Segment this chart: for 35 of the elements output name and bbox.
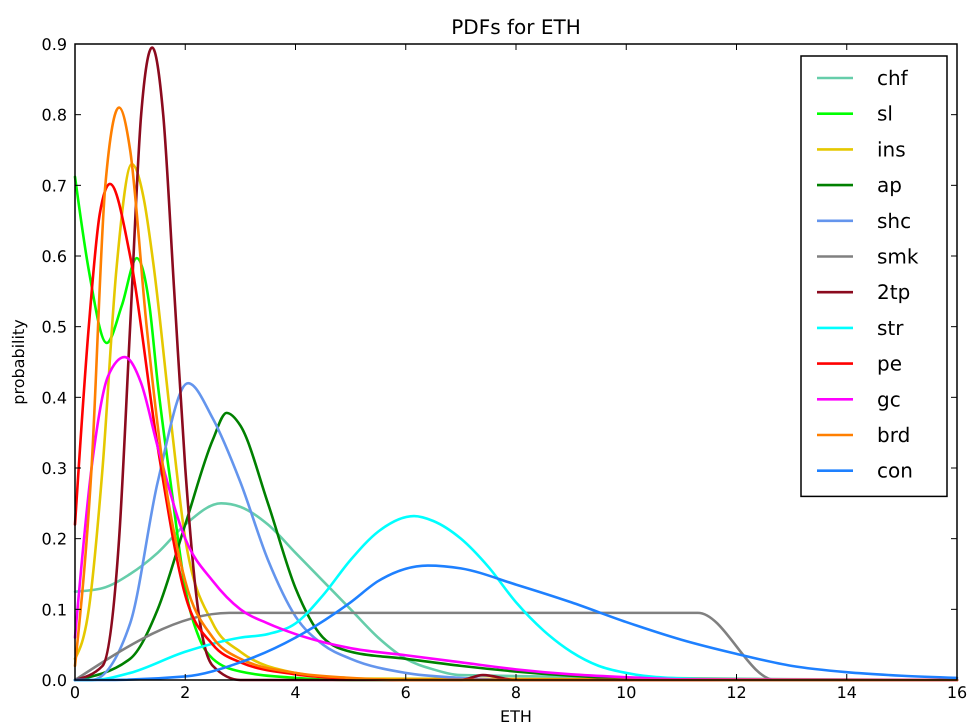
y-tick-label: 0.5 (42, 318, 67, 337)
legend-label: 2tp (877, 280, 910, 304)
legend-label: str (877, 316, 904, 340)
legend-label: con (877, 458, 913, 483)
x-axis-title: ETH (500, 707, 532, 726)
legend-label: pe (877, 352, 902, 376)
legend-label: chf (877, 66, 909, 90)
y-tick-label: 0.3 (42, 459, 67, 478)
y-tick-label: 0.9 (42, 35, 67, 54)
legend-label: gc (877, 387, 901, 412)
y-tick-label: 0.4 (42, 388, 67, 408)
x-tick-label: 12 (726, 683, 747, 702)
legend-label: sl (877, 102, 893, 126)
y-axis-title: probability (9, 319, 28, 405)
line-series (74, 564, 958, 682)
x-tick-label: 16 (946, 683, 968, 702)
y-tick-label: 0.7 (42, 176, 67, 196)
x-tick-label: 0 (70, 683, 80, 702)
legend-label: ins (877, 137, 906, 162)
y-tick-label: 0.0 (42, 671, 67, 690)
legend-label: ap (877, 173, 902, 198)
x-tick-label: 6 (400, 683, 411, 702)
x-tick-label: 8 (510, 683, 522, 702)
legend-label: smk (877, 244, 919, 268)
y-tick-label: 0.1 (42, 600, 67, 620)
x-tick-label: 10 (616, 683, 636, 702)
y-tick-label: 0.8 (42, 106, 67, 125)
y-tick-label: 0.6 (42, 247, 67, 266)
x-tick-label: 4 (290, 683, 301, 702)
legend-label: brd (877, 423, 910, 447)
x-tick-label: 14 (836, 683, 857, 702)
y-tick-label: 0.2 (42, 530, 67, 549)
chart-title: PDFs for ETH (451, 15, 581, 39)
x-tick-label: 2 (180, 683, 190, 702)
legend-label: shc (877, 208, 912, 233)
